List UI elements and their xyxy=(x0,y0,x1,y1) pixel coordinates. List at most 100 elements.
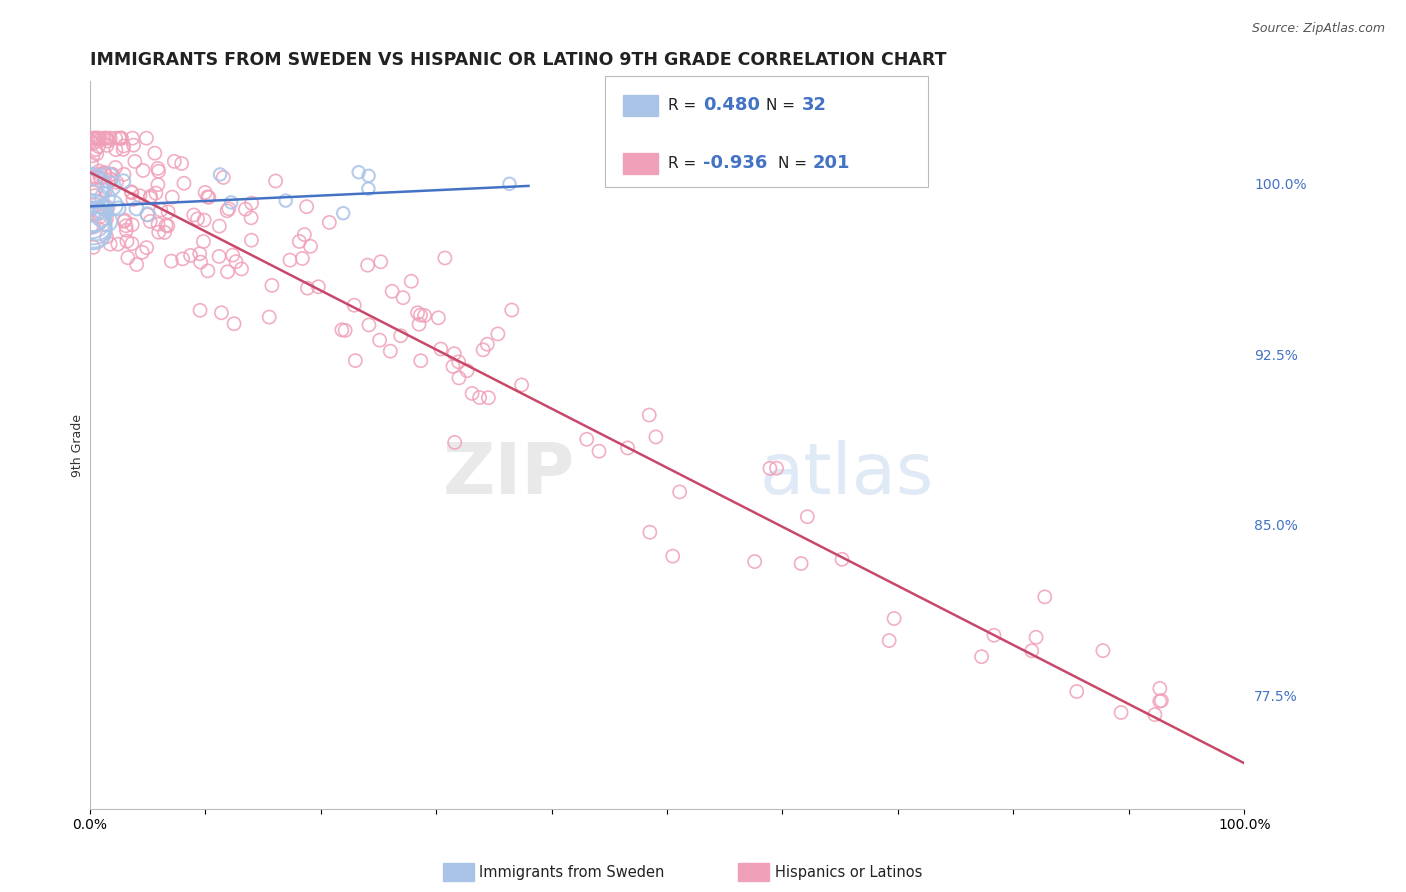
Point xyxy=(225,254,247,268)
Text: 0.480: 0.480 xyxy=(703,96,761,114)
Point xyxy=(121,186,143,200)
Point xyxy=(332,206,354,220)
Point xyxy=(260,278,283,293)
Point xyxy=(790,557,813,571)
Point xyxy=(401,274,423,288)
Point xyxy=(257,310,280,324)
Point xyxy=(94,183,117,197)
Point xyxy=(307,279,329,293)
Point xyxy=(124,154,146,169)
Point xyxy=(94,131,117,145)
Text: ZIP: ZIP xyxy=(443,440,575,508)
Point xyxy=(240,233,263,247)
Point xyxy=(409,353,432,368)
Point xyxy=(222,317,245,331)
Point xyxy=(1109,706,1132,720)
Point xyxy=(82,222,104,236)
Point xyxy=(295,200,318,214)
Point xyxy=(90,132,112,146)
Point xyxy=(108,131,131,145)
Text: R =: R = xyxy=(668,156,696,170)
Point xyxy=(86,131,108,145)
Point xyxy=(107,202,129,216)
Point xyxy=(668,484,690,499)
Point xyxy=(510,378,533,392)
Point xyxy=(235,202,257,216)
Point xyxy=(796,509,818,524)
Point xyxy=(744,555,766,569)
Point xyxy=(208,249,231,263)
Point xyxy=(80,212,103,227)
Point xyxy=(145,186,167,200)
Point xyxy=(98,237,121,252)
Point xyxy=(501,303,523,318)
Point xyxy=(831,552,853,566)
Point xyxy=(392,291,415,305)
Point xyxy=(274,194,297,208)
Point xyxy=(89,210,111,224)
Point xyxy=(107,237,129,252)
Point xyxy=(588,444,610,458)
Point xyxy=(486,326,509,341)
Point xyxy=(84,182,107,196)
Point xyxy=(136,208,159,222)
Point xyxy=(89,131,111,145)
Text: -0.936: -0.936 xyxy=(703,154,768,172)
Point xyxy=(368,333,391,347)
Point xyxy=(148,225,170,239)
Point xyxy=(1150,693,1173,707)
Point xyxy=(188,303,211,318)
Point xyxy=(139,214,162,228)
Point xyxy=(877,633,900,648)
Point xyxy=(104,131,127,145)
Point xyxy=(97,174,120,188)
Point xyxy=(98,131,121,145)
Point xyxy=(80,156,103,170)
Point xyxy=(447,355,470,369)
Point xyxy=(156,219,179,233)
Point xyxy=(153,226,176,240)
Point xyxy=(117,251,139,265)
Point xyxy=(80,183,103,197)
Point xyxy=(82,224,104,238)
Text: Hispanics or Latinos: Hispanics or Latinos xyxy=(775,865,922,880)
Point xyxy=(1143,707,1166,722)
Point xyxy=(765,461,787,475)
Point xyxy=(105,175,128,189)
Point xyxy=(477,391,499,405)
Text: N =: N = xyxy=(766,98,796,112)
Point xyxy=(447,371,470,385)
Point xyxy=(616,441,638,455)
Point xyxy=(80,131,103,145)
Point xyxy=(146,161,169,176)
Point xyxy=(93,165,115,179)
Point xyxy=(409,308,432,322)
Point xyxy=(97,170,120,185)
Point xyxy=(1025,630,1047,644)
Point xyxy=(80,220,103,235)
Point xyxy=(575,432,598,446)
Point xyxy=(170,156,193,170)
Point xyxy=(96,214,118,228)
Point xyxy=(112,142,135,156)
Point xyxy=(149,202,172,217)
Text: 201: 201 xyxy=(813,154,851,172)
Point xyxy=(80,179,103,194)
Point xyxy=(104,143,127,157)
Point xyxy=(82,206,104,220)
Point xyxy=(344,353,367,368)
Point xyxy=(661,549,683,563)
Point xyxy=(129,189,152,203)
Point xyxy=(100,179,122,194)
Point xyxy=(122,138,145,153)
Point xyxy=(97,200,120,214)
Point xyxy=(498,177,520,191)
Point xyxy=(219,195,242,210)
Point xyxy=(82,219,104,233)
Point xyxy=(217,265,239,279)
Point xyxy=(155,219,177,233)
Point xyxy=(132,163,155,178)
Point xyxy=(1021,644,1043,658)
Point xyxy=(231,261,253,276)
Point xyxy=(146,217,169,231)
